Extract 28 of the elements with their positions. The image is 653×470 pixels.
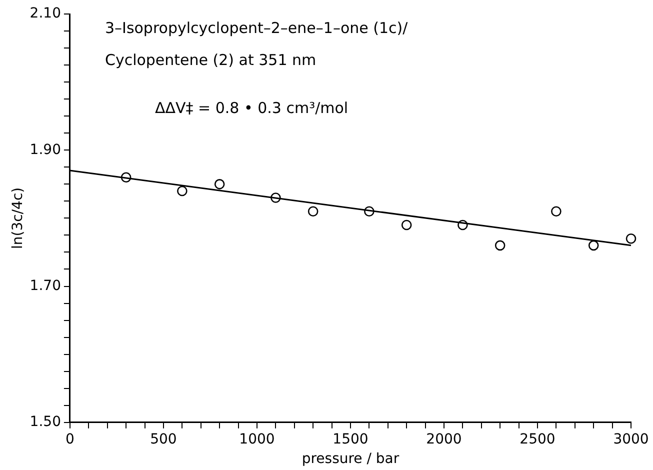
point [494,240,506,251]
x-tick-label: 3000 [613,431,649,448]
x-tick-label: 0 [66,431,74,448]
point [177,186,188,196]
annotation: Cyclopentene (2) at 351 nm [104,50,316,69]
annotation: 3–Isopropylcyclopent–2–ene–1–one (1c)/ [104,18,409,37]
y-tick-label: 1.90 [30,142,61,158]
annotation: ΔΔV‡ = 0.8 • 0.3 cm³/mol [154,98,348,117]
point [458,220,468,230]
point [588,240,599,251]
y-tick-label: 1.50 [30,414,61,430]
point [626,233,636,244]
x-tick-label: 2500 [520,431,556,448]
x-axis-title: pressure / bar [302,451,400,468]
x-tick-label: 500 [150,431,177,448]
x-tick-label: 1500 [332,431,368,448]
point [120,172,132,183]
point [270,192,281,203]
point [364,206,374,217]
point [401,220,412,230]
x-tick-label: 1000 [239,431,275,448]
point [214,179,225,190]
x-tick-label: 2000 [426,431,462,448]
point [551,206,562,217]
point [308,206,318,217]
y-tick-label: 2.10 [30,6,61,22]
y-tick-label: 1.70 [30,278,61,294]
y-axis-title: ln(3c/4c) [10,187,26,250]
